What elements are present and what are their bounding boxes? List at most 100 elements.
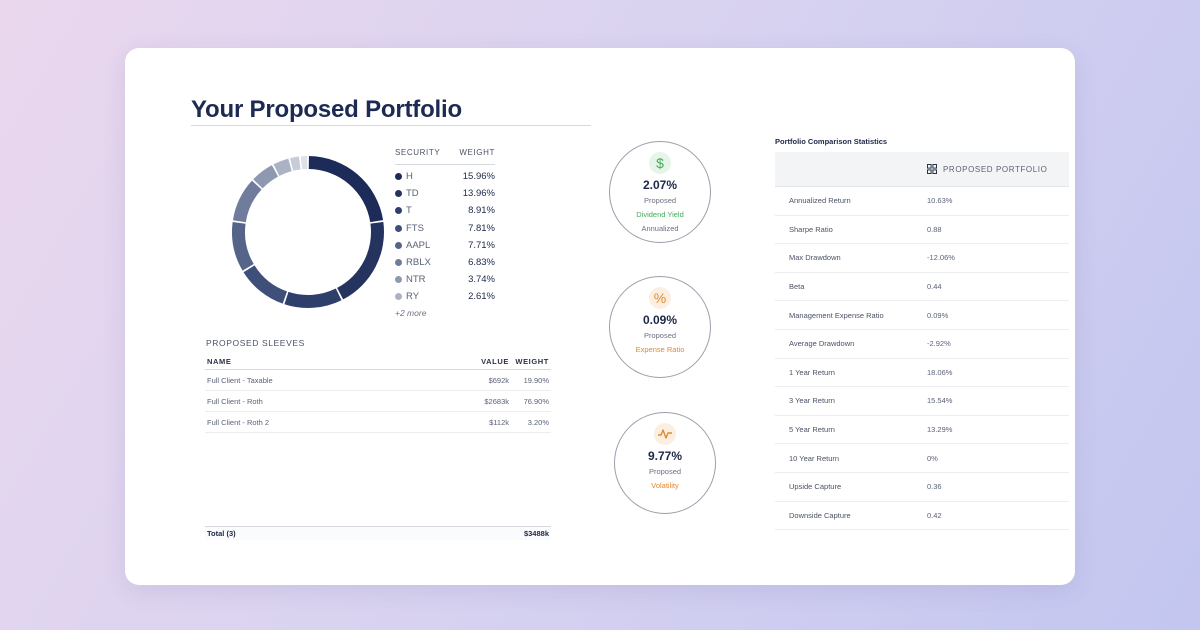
sleeves-header-row: NAME VALUE WEIGHT bbox=[205, 354, 551, 370]
dollar-icon: $ bbox=[649, 152, 671, 174]
comparison-value: 0.88 bbox=[927, 224, 942, 234]
comparison-value: 15.54% bbox=[927, 396, 953, 406]
table-row[interactable]: Full Client - Roth 2 $112k 3.20% bbox=[205, 412, 551, 433]
legend-item-t: T 8.91% bbox=[395, 202, 495, 219]
table-row[interactable]: Full Client - Taxable $692k 19.90% bbox=[205, 370, 551, 391]
legend-weight: 6.83% bbox=[468, 257, 495, 269]
stat-note: Annualized bbox=[641, 224, 679, 233]
table-row: Management Expense Ratio 0.09% bbox=[775, 301, 1069, 330]
comparison-column-header: PROPOSED PORTFOLIO bbox=[927, 164, 1047, 174]
legend-weight: 7.81% bbox=[468, 222, 495, 234]
comparison-value: 18.06% bbox=[927, 367, 953, 377]
donut-slice-other-1[interactable] bbox=[290, 156, 301, 171]
donut-slice-other-2[interactable] bbox=[300, 156, 308, 170]
legend-header: SECURITY WEIGHT bbox=[395, 148, 495, 164]
donut-slice-rblx[interactable] bbox=[232, 180, 262, 223]
comparison-header-row: PROPOSED PORTFOLIO bbox=[775, 152, 1069, 187]
comparison-value: 0.36 bbox=[927, 482, 942, 492]
legend-item-fts: FTS 7.81% bbox=[395, 220, 495, 237]
table-row: Sharpe Ratio 0.88 bbox=[775, 216, 1069, 245]
comparison-value: 0.42 bbox=[927, 510, 942, 520]
comparison-metric: Management Expense Ratio bbox=[789, 310, 884, 320]
table-row[interactable]: Full Client - Roth $2683k 76.90% bbox=[205, 391, 551, 412]
legend-item-h: H 15.96% bbox=[395, 168, 495, 185]
legend-weight: 13.96% bbox=[462, 188, 495, 200]
stat-sub: Proposed bbox=[643, 331, 677, 340]
legend-ticker: RBLX bbox=[406, 257, 431, 269]
sleeves-header-name: NAME bbox=[207, 357, 232, 366]
legend-weight: 15.96% bbox=[462, 171, 495, 183]
legend-weight: 2.61% bbox=[468, 291, 495, 303]
table-row: Downside Capture 0.42 bbox=[775, 502, 1069, 531]
comparison-metric: Beta bbox=[789, 282, 805, 292]
legend-swatch bbox=[395, 259, 402, 267]
comparison-value: 10.63% bbox=[927, 196, 953, 206]
legend-ticker: AAPL bbox=[406, 239, 431, 251]
sleeve-name: Full Client - Taxable bbox=[207, 375, 273, 385]
table-row: Average Drawdown -2.92% bbox=[775, 330, 1069, 359]
legend-swatch bbox=[395, 276, 402, 284]
donut-slice-ntr[interactable] bbox=[253, 165, 279, 189]
comparison-value: -2.92% bbox=[927, 339, 951, 349]
comparison-title: Portfolio Comparison Statistics bbox=[775, 137, 888, 146]
sleeves-total-label: Total (3) bbox=[207, 529, 236, 538]
sleeve-name: Full Client - Roth 2 bbox=[207, 417, 270, 427]
stat-value: 0.09% bbox=[642, 313, 678, 327]
comparison-metric: Upside Capture bbox=[789, 482, 842, 492]
table-row: Upside Capture 0.36 bbox=[775, 473, 1069, 502]
legend-item-ntr: NTR 3.74% bbox=[395, 271, 495, 288]
holdings-legend: SECURITY WEIGHT H 15.96% TD 13.96% T 8.91% FTS… bbox=[395, 148, 495, 318]
legend-item-td: TD 13.96% bbox=[395, 185, 495, 202]
donut-slice-fts[interactable] bbox=[243, 265, 288, 304]
legend-ticker: TD bbox=[406, 188, 419, 200]
table-row: 10 Year Return 0% bbox=[775, 444, 1069, 473]
sleeve-weight: 19.90% bbox=[523, 375, 549, 385]
comparison-metric: Max Drawdown bbox=[789, 253, 841, 263]
comparison-value: 13.29% bbox=[927, 425, 953, 435]
donut-slice-aapl[interactable] bbox=[232, 222, 254, 271]
stat-label: Expense Ratio bbox=[635, 345, 685, 354]
sleeve-weight: 76.90% bbox=[523, 396, 549, 406]
stat-sub: Proposed bbox=[648, 467, 682, 476]
legend-item-aapl: AAPL 7.71% bbox=[395, 237, 495, 254]
table-row: 5 Year Return 13.29% bbox=[775, 416, 1069, 445]
sleeve-value: $112k bbox=[489, 417, 509, 427]
sleeve-value: $2683k bbox=[484, 396, 509, 406]
table-row: Beta 0.44 bbox=[775, 273, 1069, 302]
donut-slice-t[interactable] bbox=[284, 288, 342, 308]
stat-value: 9.77% bbox=[647, 449, 683, 463]
stat-sub: Proposed bbox=[643, 196, 677, 205]
comparison-column-label: PROPOSED PORTFOLIO bbox=[943, 164, 1048, 174]
legend-weight: 7.71% bbox=[468, 239, 495, 251]
comparison-metric: 3 Year Return bbox=[789, 396, 835, 406]
comparison-metric: Sharpe Ratio bbox=[789, 224, 833, 234]
legend-ticker: RY bbox=[406, 291, 420, 303]
percent-icon: % bbox=[649, 287, 671, 309]
grid-icon bbox=[927, 164, 937, 174]
legend-swatch bbox=[395, 293, 402, 301]
stat-circle-expense-ratio: % 0.09% Proposed Expense Ratio bbox=[609, 276, 711, 378]
pulse-icon bbox=[654, 423, 676, 445]
comparison-metric: Annualized Return bbox=[789, 196, 851, 206]
donut-slice-ry[interactable] bbox=[273, 158, 292, 176]
table-row: Annualized Return 10.63% bbox=[775, 187, 1069, 216]
comparison-value: 0.44 bbox=[927, 282, 942, 292]
legend-weight: 8.91% bbox=[468, 205, 495, 217]
legend-ticker: T bbox=[406, 205, 412, 217]
portfolio-card: Your Proposed Portfolio SECURITY WEIGHT … bbox=[125, 48, 1075, 585]
sleeves-title: PROPOSED SLEEVES bbox=[206, 338, 305, 348]
table-row: 1 Year Return 18.06% bbox=[775, 359, 1069, 388]
donut-slice-td[interactable] bbox=[337, 221, 384, 300]
sleeves-total-row: Total (3) $3488k bbox=[205, 526, 551, 540]
comparison-table: PROPOSED PORTFOLIO Annualized Return 10.6… bbox=[775, 152, 1069, 531]
more-holdings-link[interactable]: +2 more bbox=[395, 307, 427, 318]
donut-slice-h[interactable] bbox=[308, 156, 384, 223]
legend-swatch bbox=[395, 173, 402, 181]
comparison-metric: Downside Capture bbox=[789, 510, 851, 520]
stat-label: Volatility bbox=[651, 481, 679, 490]
comparison-metric: 5 Year Return bbox=[789, 425, 835, 435]
legend-ticker: NTR bbox=[406, 274, 426, 286]
legend-item-rblx: RBLX 6.83% bbox=[395, 254, 495, 271]
legend-divider bbox=[395, 164, 495, 165]
sleeves-header-value: VALUE bbox=[481, 357, 509, 366]
